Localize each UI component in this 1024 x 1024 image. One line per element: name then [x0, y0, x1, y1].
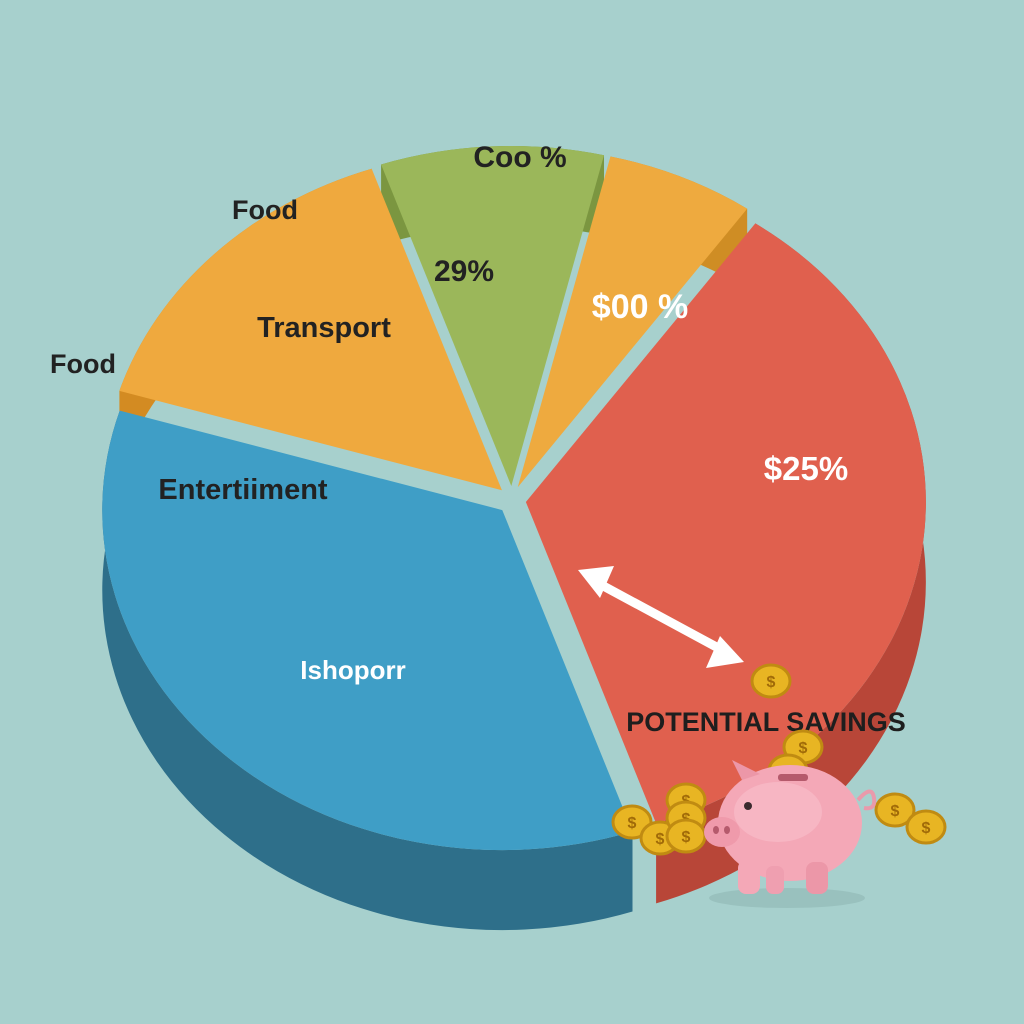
coin: $	[874, 792, 916, 828]
slice-label-29: 29%	[434, 255, 494, 288]
slice-blue	[102, 410, 633, 851]
slice-transport	[381, 146, 605, 487]
piggy-bank-icon	[704, 760, 877, 908]
slice-label-red-second: $25%	[764, 450, 848, 487]
svg-text:$: $	[799, 740, 808, 757]
svg-text:$: $	[656, 831, 665, 848]
pie-top-layer	[102, 146, 926, 851]
outer-label-top: Coo %	[473, 141, 566, 174]
slice-label-entertainment: Entertiiment	[158, 474, 328, 506]
slice-label-blue: Ishoporr	[300, 655, 405, 685]
slice-label-red: $00 %	[592, 288, 688, 326]
svg-text:$: $	[682, 829, 691, 846]
annotation-title: POTENTIAL SAVINGS	[626, 707, 906, 737]
slice-side-blue	[102, 410, 633, 931]
slice-side-red	[656, 223, 926, 904]
coin: $	[750, 663, 792, 699]
svg-text:$: $	[767, 674, 776, 691]
outer-label-upper-left: Food	[232, 195, 298, 225]
slice-red	[525, 223, 926, 824]
outer-label-left: Food	[50, 349, 116, 379]
slice-small-orange	[517, 156, 748, 488]
coin: $	[611, 804, 653, 840]
slice-entertainment	[119, 168, 502, 491]
svg-text:$: $	[922, 820, 931, 837]
coin: $	[905, 809, 947, 845]
svg-text:$: $	[891, 803, 900, 820]
slice-label-transport: Transport	[257, 312, 391, 344]
svg-text:$: $	[628, 815, 637, 832]
coin: $	[665, 818, 707, 854]
double-arrow-icon	[578, 566, 744, 668]
dollar-coin-icon: $$$$$$$$$$	[611, 663, 947, 856]
